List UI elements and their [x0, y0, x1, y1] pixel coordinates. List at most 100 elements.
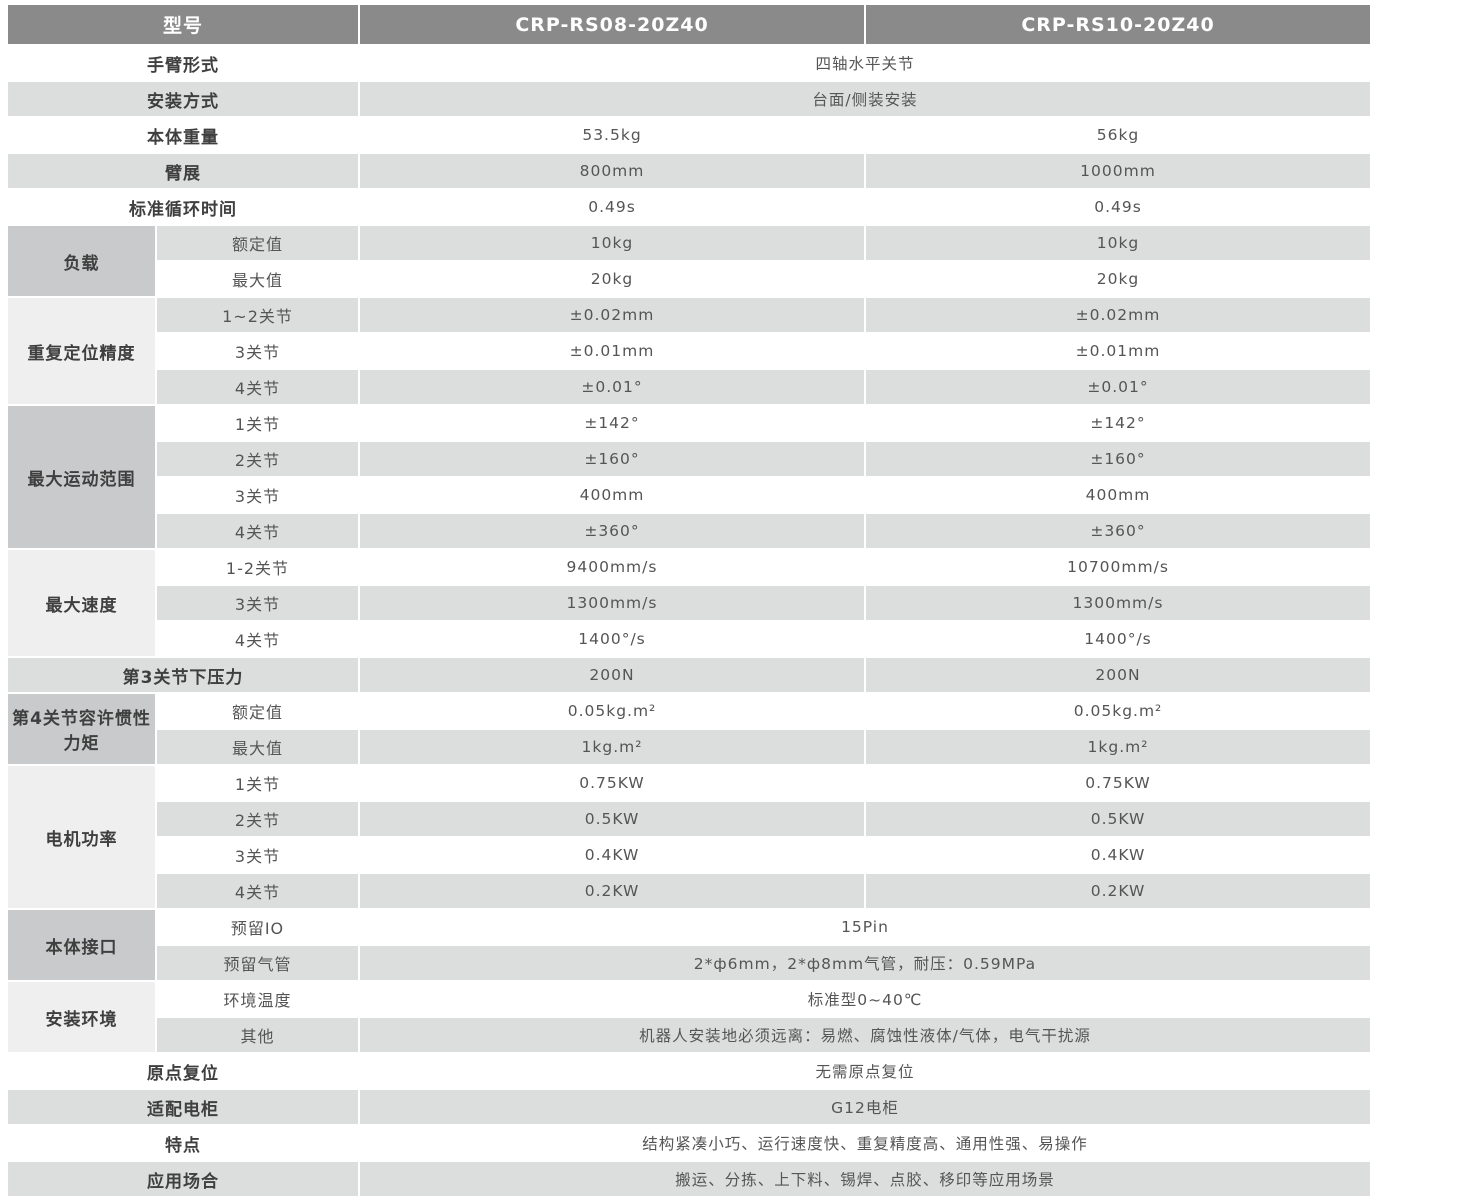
spec-value: 200N: [360, 658, 864, 692]
model-name: CRP-RS10-20Z40: [866, 5, 1370, 44]
spec-value: 0.49s: [360, 190, 864, 224]
table-row: 本体接口 预留IO 15Pin: [8, 910, 1370, 980]
sub-label: 4关节: [157, 622, 358, 656]
sub-label: 1~2关节: [157, 298, 358, 332]
row-label: 适配电柜: [8, 1090, 358, 1124]
sub-label: 最大值: [157, 730, 358, 764]
group-label: 第4关节容许惯性力矩: [8, 694, 155, 764]
spec-value: 无需原点复位: [360, 1054, 1370, 1088]
spec-value: 0.05kg.m²: [360, 694, 864, 728]
spec-value: 800mm: [360, 154, 864, 188]
spec-value: 1000mm: [866, 154, 1370, 188]
spec-value: 400mm: [866, 478, 1370, 512]
table-row: 4关节 ±0.01° ±0.01°: [8, 370, 1370, 404]
sub-label: 4关节: [157, 874, 358, 908]
table-row: 最大值 20kg 20kg: [8, 262, 1370, 296]
table-row: 最大运动范围 1关节 ±142° ±142°: [8, 406, 1370, 548]
spec-value: 0.5KW: [360, 802, 864, 836]
sub-label: 额定值: [157, 226, 358, 260]
model-header-label: 型号: [8, 5, 358, 44]
row-label: 手臂形式: [8, 46, 358, 80]
sub-label: 其他: [157, 1018, 358, 1052]
sub-label: 预留IO: [157, 910, 358, 944]
spec-value: ±0.01mm: [866, 334, 1370, 368]
table-row: 标准循环时间 0.49s 0.49s: [8, 190, 1370, 224]
spec-value: 10kg: [360, 226, 864, 260]
sub-label: 3关节: [157, 586, 358, 620]
table-row: 电机功率 1关节 0.75KW 0.75KW: [8, 766, 1370, 908]
table-row: 手臂形式 四轴水平关节: [8, 46, 1370, 80]
table-row: 4关节 ±360° ±360°: [8, 514, 1370, 548]
group-label: 电机功率: [8, 766, 155, 908]
spec-value: ±142°: [360, 406, 864, 440]
spec-value: G12电柜: [360, 1090, 1370, 1124]
table-row: 重复定位精度 1~2关节 ±0.02mm ±0.02mm: [8, 298, 1370, 404]
table-row: 原点复位 无需原点复位: [8, 1054, 1370, 1088]
table-row: 3关节 ±0.01mm ±0.01mm: [8, 334, 1370, 368]
spec-value: 0.5KW: [866, 802, 1370, 836]
spec-value: 0.2KW: [866, 874, 1370, 908]
spec-value: 0.4KW: [360, 838, 864, 872]
table-row: 负载 额定值 10kg 10kg: [8, 226, 1370, 296]
table-row: 本体重量 53.5kg 56kg: [8, 118, 1370, 152]
table-row: 3关节 0.4KW 0.4KW: [8, 838, 1370, 872]
spec-value: 机器人安装地必须远离：易燃、腐蚀性液体/气体，电气干扰源: [360, 1018, 1370, 1052]
spec-value: 20kg: [866, 262, 1370, 296]
spec-value: ±0.01mm: [360, 334, 864, 368]
table-row: 最大速度 1-2关节 9400mm/s 10700mm/s: [8, 550, 1370, 656]
group-label: 安装环境: [8, 982, 155, 1052]
spec-value: 0.75KW: [360, 766, 864, 800]
table-row: 3关节 1300mm/s 1300mm/s: [8, 586, 1370, 620]
spec-value: ±0.02mm: [360, 298, 864, 332]
spec-value: 400mm: [360, 478, 864, 512]
group-label: 最大运动范围: [8, 406, 155, 548]
table-row: 2关节 ±160° ±160°: [8, 442, 1370, 476]
spec-value: 53.5kg: [360, 118, 864, 152]
row-label: 本体重量: [8, 118, 358, 152]
group-label: 重复定位精度: [8, 298, 155, 404]
spec-value: 0.4KW: [866, 838, 1370, 872]
spec-value: 1300mm/s: [360, 586, 864, 620]
spec-value: 搬运、分拣、上下料、锡焊、点胶、移印等应用场景: [360, 1162, 1370, 1196]
sub-label: 3关节: [157, 838, 358, 872]
sub-label: 3关节: [157, 334, 358, 368]
spec-value: 9400mm/s: [360, 550, 864, 584]
row-label: 标准循环时间: [8, 190, 358, 224]
table-row: 应用场合 搬运、分拣、上下料、锡焊、点胶、移印等应用场景: [8, 1162, 1370, 1196]
spec-value: 台面/侧装安装: [360, 82, 1370, 116]
row-label: 第3关节下压力: [8, 658, 358, 692]
spec-value: 标准型0~40℃: [360, 982, 1370, 1016]
spec-value: ±160°: [360, 442, 864, 476]
sub-label: 1关节: [157, 766, 358, 800]
spec-value: 0.2KW: [360, 874, 864, 908]
row-label: 安装方式: [8, 82, 358, 116]
spec-value: 1300mm/s: [866, 586, 1370, 620]
table-row: 适配电柜 G12电柜: [8, 1090, 1370, 1124]
spec-value: 0.05kg.m²: [866, 694, 1370, 728]
spec-value: 1kg.m²: [360, 730, 864, 764]
model-name: CRP-RS08-20Z40: [360, 5, 864, 44]
spec-value: 2*ф6mm，2*ф8mm气管，耐压：0.59MPa: [360, 946, 1370, 980]
sub-label: 3关节: [157, 478, 358, 512]
sub-label: 1关节: [157, 406, 358, 440]
spec-value: 四轴水平关节: [360, 46, 1370, 80]
spec-value: 1400°/s: [866, 622, 1370, 656]
table-row: 2关节 0.5KW 0.5KW: [8, 802, 1370, 836]
sub-label: 2关节: [157, 442, 358, 476]
spec-value: 1kg.m²: [866, 730, 1370, 764]
row-label: 特点: [8, 1126, 358, 1160]
row-label: 原点复位: [8, 1054, 358, 1088]
table-row: 4关节 0.2KW 0.2KW: [8, 874, 1370, 908]
group-label: 最大速度: [8, 550, 155, 656]
table-row: 安装方式 台面/侧装安装: [8, 82, 1370, 116]
spec-value: 10700mm/s: [866, 550, 1370, 584]
spec-value: ±0.01°: [866, 370, 1370, 404]
table-row: 特点 结构紧凑小巧、运行速度快、重复精度高、通用性强、易操作: [8, 1126, 1370, 1160]
table-row: 臂展 800mm 1000mm: [8, 154, 1370, 188]
row-label: 臂展: [8, 154, 358, 188]
table-row: 最大值 1kg.m² 1kg.m²: [8, 730, 1370, 764]
sub-label: 预留气管: [157, 946, 358, 980]
header-row: 型号 CRP-RS08-20Z40 CRP-RS10-20Z40: [8, 5, 1370, 44]
sub-label: 4关节: [157, 370, 358, 404]
spec-value: 结构紧凑小巧、运行速度快、重复精度高、通用性强、易操作: [360, 1126, 1370, 1160]
